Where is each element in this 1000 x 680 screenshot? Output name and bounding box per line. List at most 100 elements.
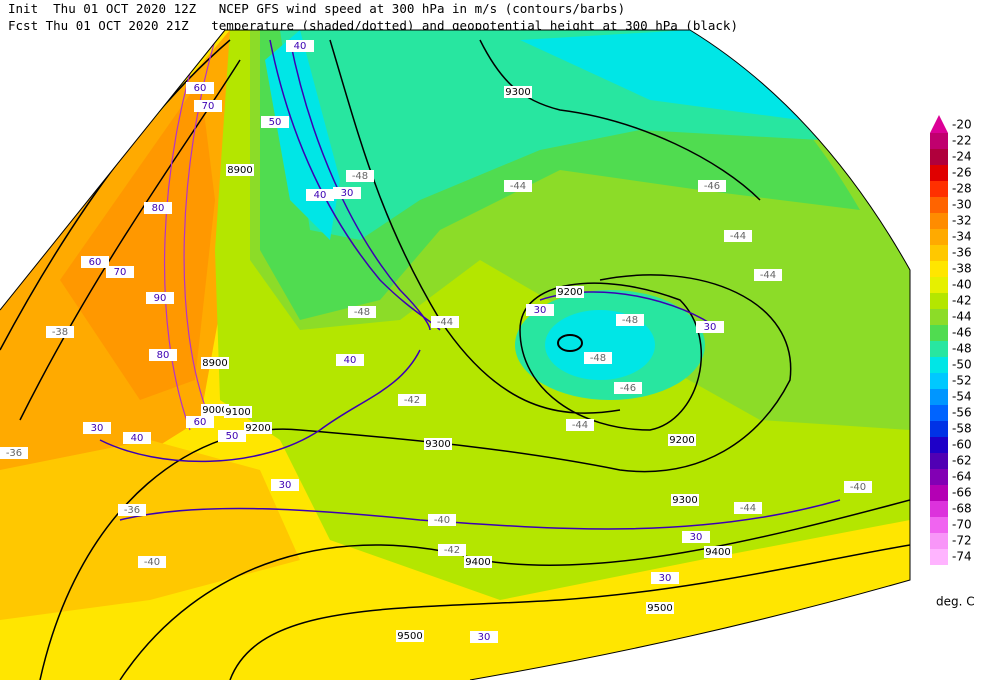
colorbar-swatch (930, 277, 948, 293)
label-background (106, 266, 134, 278)
colorbar-label: -30 (952, 198, 972, 212)
label-background (504, 180, 532, 192)
label-background (696, 321, 724, 333)
temperature-label: -36 (124, 505, 140, 516)
wind-label: 30 (659, 573, 672, 584)
temperature-label: -40 (850, 482, 866, 493)
label-background (123, 432, 151, 444)
colorbar-swatch (930, 533, 948, 549)
label-background (504, 86, 532, 98)
label-background (333, 187, 361, 199)
height-label: 9400 (465, 557, 490, 568)
label-background (186, 82, 214, 94)
shade (545, 310, 655, 380)
label-background (224, 406, 252, 418)
wind-label: 60 (194, 417, 207, 428)
label-background (83, 422, 111, 434)
colorbar-label: -26 (952, 166, 972, 180)
wind-label: 60 (89, 257, 102, 268)
wind-label: 40 (344, 355, 357, 366)
label-background (584, 352, 612, 364)
wind-label: 30 (478, 632, 491, 643)
colorbar-label: -24 (952, 150, 972, 164)
label-background (651, 572, 679, 584)
wind-label: 60 (194, 83, 207, 94)
height-label: 9100 (225, 407, 250, 418)
label-background (428, 514, 456, 526)
label-background (271, 479, 299, 491)
colorbar-label: -58 (952, 422, 972, 436)
height-label: 8900 (202, 358, 227, 369)
temperature-label: -44 (572, 420, 588, 431)
colorbar-swatch (930, 341, 948, 357)
label-background (46, 326, 74, 338)
label-background (336, 354, 364, 366)
label-background (346, 170, 374, 182)
label-background (724, 230, 752, 242)
colorbar-swatch (930, 501, 948, 517)
colorbar-swatch (930, 293, 948, 309)
colorbar-label: -60 (952, 438, 972, 452)
colorbar-swatch (930, 229, 948, 245)
label-background (526, 304, 554, 316)
label-background (668, 434, 696, 446)
label-background (614, 382, 642, 394)
colorbar-swatch (930, 261, 948, 277)
colorbar-label: -42 (952, 294, 972, 308)
height-contour (519, 282, 703, 431)
colorbar-label: -70 (952, 518, 972, 532)
label-background (464, 556, 492, 568)
temperature-label: -48 (354, 307, 370, 318)
label-background (396, 630, 424, 642)
colorbar-swatch (930, 133, 948, 149)
label-background (261, 116, 289, 128)
label-background (431, 316, 459, 328)
wind-label: 30 (690, 532, 703, 543)
colorbar-swatch (930, 373, 948, 389)
colorbar-swatch (930, 437, 948, 453)
label-background (244, 422, 272, 434)
temperature-label: -36 (6, 448, 22, 459)
colorbar-swatch (930, 517, 948, 533)
label-background (646, 602, 674, 614)
colorbar-label: -52 (952, 374, 972, 388)
label-background (138, 556, 166, 568)
map-area (0, 30, 910, 680)
wind-label: 30 (91, 423, 104, 434)
colorbar-swatch (930, 357, 948, 373)
wind-contour (99, 349, 421, 463)
label-background (306, 189, 334, 201)
wind-contour (163, 39, 201, 431)
height-label: 9200 (245, 423, 270, 434)
label-background (754, 269, 782, 281)
colorbar-label: -72 (952, 534, 972, 548)
colorbar-label: -66 (952, 486, 972, 500)
wind-label: 40 (131, 433, 144, 444)
height-contour (39, 274, 792, 680)
colorbar-swatch (930, 197, 948, 213)
colorbar-label: -74 (952, 550, 972, 564)
temperature-label: -48 (352, 171, 368, 182)
height-contour (479, 39, 761, 201)
label-background (194, 100, 222, 112)
wind-label: 30 (279, 480, 292, 491)
colorbar-swatch (930, 325, 948, 341)
height-label: 9500 (397, 631, 422, 642)
label-background (186, 416, 214, 428)
temperature-label: -44 (510, 181, 526, 192)
label-background (118, 504, 146, 516)
colorbar-swatch (930, 421, 948, 437)
colorbar-label: -64 (952, 470, 972, 484)
height-label: 9200 (669, 435, 694, 446)
temperature-label: -46 (620, 383, 636, 394)
label-background (470, 631, 498, 643)
wind-contour (289, 39, 431, 331)
colorbar-label: -50 (952, 358, 972, 372)
colorbar-swatch (930, 389, 948, 405)
label-background (424, 438, 452, 450)
colorbar-label: -40 (952, 278, 972, 292)
label-background (671, 494, 699, 506)
temperature-label: -48 (622, 315, 638, 326)
wind-label: 40 (314, 190, 327, 201)
